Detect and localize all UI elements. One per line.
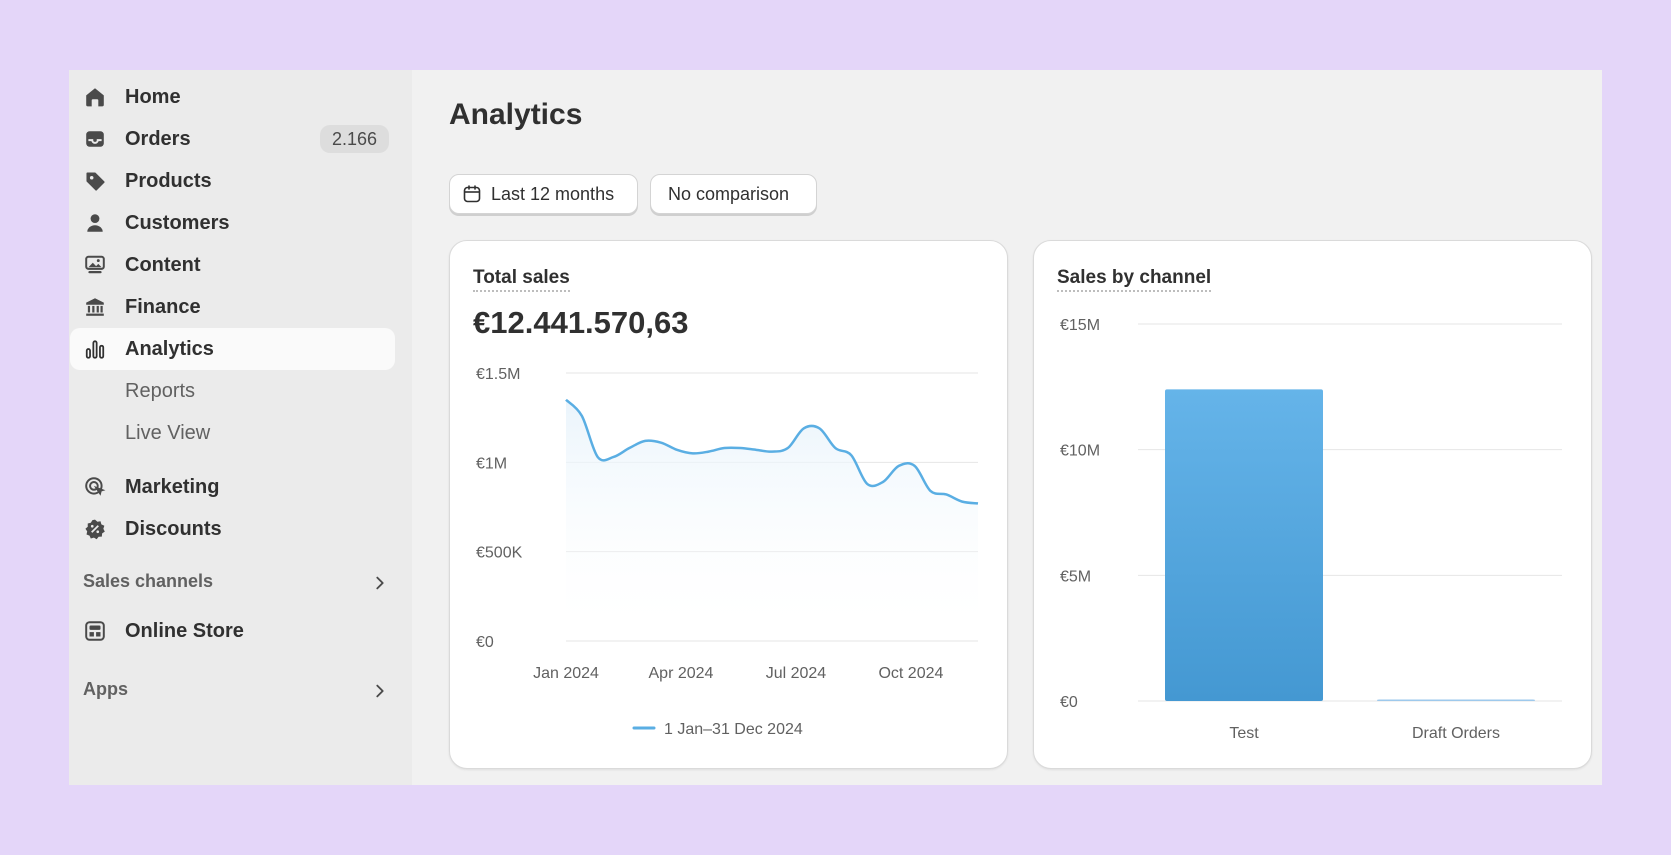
page-title: Analytics <box>449 98 583 131</box>
sidebar-item-analytics[interactable]: Analytics <box>70 328 395 370</box>
home-icon <box>84 86 106 108</box>
sidebar: Home Orders 2.166 Products Customers C <box>69 70 412 785</box>
y-tick-label: €5M <box>1060 568 1091 585</box>
target-icon <box>84 476 106 498</box>
bar <box>1377 699 1535 701</box>
sales-by-channel-title[interactable]: Sales by channel <box>1057 267 1212 292</box>
calendar-icon <box>463 185 481 203</box>
apps-header[interactable]: Apps <box>69 676 399 706</box>
sidebar-item-label: Marketing <box>125 476 220 498</box>
tag-icon <box>84 170 106 192</box>
sidebar-item-label: Reports <box>125 380 196 402</box>
y-tick-label: €1.5M <box>476 366 520 383</box>
bar-chart-icon <box>84 338 106 360</box>
sidebar-item-label: Discounts <box>125 518 222 540</box>
total-sales-card: Total sales €12.441.570,63 €0 €500K €1M €1.… <box>449 240 1008 769</box>
y-tick-label: €0 <box>1060 694 1078 711</box>
bar-chart-svg: €0 €5M €10M €15M Test Draft Orders <box>1060 317 1562 742</box>
sidebar-item-label: Analytics <box>125 338 214 360</box>
sidebar-item-label: Products <box>125 170 212 192</box>
sidebar-item-label: Customers <box>125 212 230 234</box>
x-tick-label: Apr 2024 <box>649 665 714 682</box>
bank-icon <box>84 296 106 318</box>
orders-count-badge: 2.166 <box>319 125 389 153</box>
series-area <box>566 399 978 641</box>
total-sales-title[interactable]: Total sales <box>473 267 570 292</box>
sidebar-item-label: Finance <box>125 296 201 318</box>
person-icon <box>84 212 106 234</box>
sidebar-item-orders[interactable]: Orders 2.166 <box>70 118 395 160</box>
sidebar-item-label: Home <box>125 86 181 108</box>
apps-label: Apps <box>83 679 128 699</box>
sidebar-item-label: Content <box>125 254 201 276</box>
inbox-icon <box>84 128 106 150</box>
sidebar-item-finance[interactable]: Finance <box>70 286 395 328</box>
sidebar-item-home[interactable]: Home <box>70 76 395 118</box>
comparison-button[interactable]: No comparison <box>650 174 817 214</box>
y-tick-label: €10M <box>1060 443 1100 460</box>
x-tick-label: Jan 2024 <box>533 665 599 682</box>
y-tick-label: €15M <box>1060 317 1100 334</box>
sidebar-item-live-view[interactable]: Live View <box>70 412 395 454</box>
x-tick-label: Draft Orders <box>1412 725 1500 742</box>
sidebar-item-reports[interactable]: Reports <box>70 370 395 412</box>
sales-by-channel-chart: €0 €5M €10M €15M Test Draft Orders <box>1034 241 1593 770</box>
sidebar-item-customers[interactable]: Customers <box>70 202 395 244</box>
store-icon <box>84 620 106 642</box>
sidebar-item-online-store[interactable]: Online Store <box>70 610 395 652</box>
bar <box>1165 389 1323 701</box>
total-sales-value: €12.441.570,63 <box>473 305 689 340</box>
sidebar-item-discounts[interactable]: Discounts <box>70 508 395 550</box>
chevron-right-icon <box>376 576 384 590</box>
sidebar-item-content[interactable]: Content <box>70 244 395 286</box>
legend-label: 1 Jan–31 Dec 2024 <box>664 721 803 738</box>
chevron-right-icon <box>376 684 384 698</box>
date-range-button[interactable]: Last 12 months <box>449 174 638 214</box>
y-tick-label: €500K <box>476 545 523 562</box>
total-sales-chart: €0 €500K €1M €1.5M Jan 2024 Apr 2024 Jul 2024 O… <box>450 241 1009 770</box>
sidebar-item-marketing[interactable]: Marketing <box>70 466 395 508</box>
line-chart-svg: €0 €500K €1M €1.5M Jan 2024 Apr 2024 Jul 2024 O… <box>476 366 979 738</box>
sidebar-item-label: Online Store <box>125 620 244 642</box>
x-tick-label: Test <box>1229 725 1259 742</box>
sales-by-channel-card: Sales by channel €0 €5M €10M €15M Test Draft … <box>1033 240 1592 769</box>
discount-icon <box>84 518 106 540</box>
date-range-label: Last 12 months <box>491 183 615 204</box>
sales-channels-header[interactable]: Sales channels <box>69 568 399 598</box>
sidebar-item-label: Orders <box>125 128 191 150</box>
x-tick-label: Jul 2024 <box>766 665 827 682</box>
sales-channels-label: Sales channels <box>83 571 214 591</box>
content-icon <box>84 254 106 276</box>
main-content: Analytics <box>412 70 1602 785</box>
comparison-label: No comparison <box>668 183 790 204</box>
x-tick-label: Oct 2024 <box>878 665 943 682</box>
series-line <box>565 398 979 505</box>
y-tick-label: €0 <box>476 634 494 651</box>
y-tick-label: €1M <box>476 455 507 472</box>
sidebar-item-products[interactable]: Products <box>70 160 395 202</box>
sidebar-item-label: Live View <box>125 422 211 444</box>
